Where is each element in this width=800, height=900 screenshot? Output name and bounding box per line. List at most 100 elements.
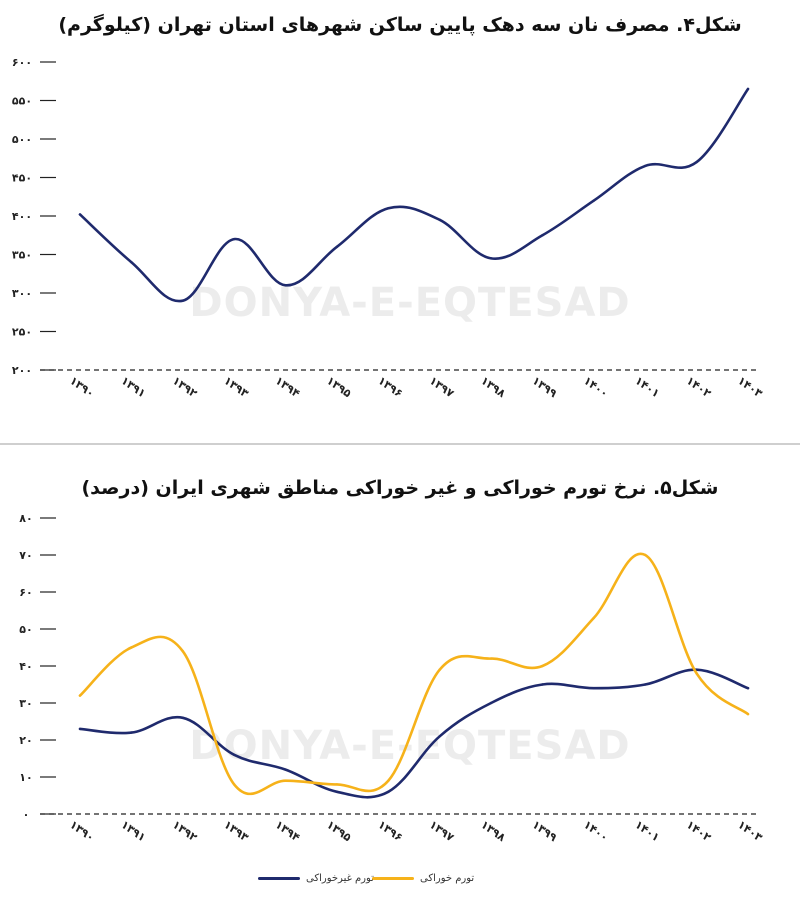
data-point bbox=[438, 218, 441, 222]
data-point bbox=[541, 683, 544, 686]
data-point bbox=[284, 284, 287, 287]
data-point bbox=[232, 783, 236, 786]
divider bbox=[0, 443, 800, 445]
data-point bbox=[746, 687, 750, 690]
x-tick-label: ۱۴۰۱ bbox=[633, 818, 662, 844]
x-tick-label: ۱۴۰۱ bbox=[633, 374, 662, 400]
series-line-0 bbox=[78, 87, 750, 303]
x-tick-label: ۱۴۰۳ bbox=[735, 374, 765, 400]
x-tick-label: ۱۳۹۱ bbox=[119, 818, 148, 844]
data-point bbox=[644, 683, 647, 686]
y-tick-label: ۵۰۰ bbox=[12, 133, 32, 146]
data-point bbox=[78, 213, 82, 216]
x-tick-label: ۱۳۹۹ bbox=[530, 818, 560, 844]
y-tick-label: ۵۵۰ bbox=[12, 95, 32, 108]
x-tick-label: ۱۳۹۸ bbox=[478, 374, 508, 400]
series-line-1 bbox=[78, 552, 750, 796]
data-point bbox=[181, 299, 184, 302]
series-line-0 bbox=[78, 668, 750, 799]
legend-swatch bbox=[258, 877, 300, 880]
data-point bbox=[130, 731, 133, 734]
data-point bbox=[130, 261, 133, 264]
x-tick-label: ۱۴۰۲ bbox=[684, 374, 714, 400]
data-point bbox=[284, 768, 287, 771]
y-tick-label: ۱۰ bbox=[19, 771, 32, 784]
legend-label: تورم غیرخوراکی bbox=[306, 873, 374, 884]
data-point bbox=[644, 164, 647, 168]
y-tick-label: ۲۰۰ bbox=[12, 364, 32, 377]
data-point bbox=[181, 716, 184, 719]
data-point bbox=[541, 664, 544, 668]
y-tick-label: ۲۵۰ bbox=[12, 326, 32, 339]
data-point bbox=[489, 657, 493, 660]
data-point bbox=[695, 672, 698, 675]
y-tick-label: ۶۰۰ bbox=[12, 56, 32, 69]
y-tick-label: ۵۰ bbox=[19, 623, 32, 636]
x-tick-label: ۱۳۹۷ bbox=[427, 818, 457, 844]
chart-title: شکل۴. مصرف نان سه دهک پایین ساکن شهرهای … bbox=[58, 14, 742, 36]
data-point bbox=[489, 257, 493, 260]
inflation-chart: DONYA-E-EQTESAD شکل۵. نرخ تورم خوراکی و … bbox=[0, 455, 800, 900]
data-point bbox=[181, 650, 184, 653]
data-point bbox=[644, 553, 647, 557]
y-tick-label: ۶۰ bbox=[19, 586, 32, 599]
x-tick-label: ۱۳۹۵ bbox=[324, 818, 354, 844]
data-point bbox=[387, 207, 390, 210]
x-tick-label: ۱۳۹۳ bbox=[221, 818, 251, 844]
data-point bbox=[335, 783, 339, 786]
data-point bbox=[695, 160, 698, 164]
x-tick-label: ۱۳۹۰ bbox=[67, 374, 96, 400]
data-point bbox=[335, 790, 339, 793]
chart-plot-area: ۰ ۱۰ ۲۰ ۳۰ ۴۰ ۵۰ ۶۰ ۷۰ ۸۰ ۱۳۹۰ ۱۳۹۱ ۱۳۹۲ ۱۳۹۳ ۱۳۹۴ ۱۳۹… bbox=[19, 512, 765, 844]
data-point bbox=[592, 199, 596, 202]
legend: تورم غیرخوراکی تورم خوراکی bbox=[0, 873, 800, 893]
legend-swatch bbox=[372, 877, 414, 880]
chart-title: شکل۵. نرخ تورم خوراکی و غیر خوراکی مناطق… bbox=[81, 477, 719, 499]
x-tick-label: ۱۳۹۳ bbox=[221, 374, 251, 400]
data-point bbox=[335, 245, 339, 248]
data-point bbox=[746, 87, 750, 91]
data-point bbox=[284, 779, 287, 782]
y-tick-label: ۴۰۰ bbox=[12, 210, 32, 223]
x-tick-label: ۱۴۰۳ bbox=[735, 818, 765, 844]
x-tick-label: ۱۳۹۴ bbox=[273, 818, 303, 844]
data-point bbox=[746, 712, 750, 716]
data-point bbox=[78, 694, 82, 697]
y-tick-label: ۴۰ bbox=[19, 660, 32, 673]
data-point bbox=[438, 735, 441, 738]
x-tick-label: ۱۳۹۷ bbox=[427, 374, 457, 400]
x-tick-label: ۱۳۹۹ bbox=[530, 374, 560, 400]
legend-item-food: تورم خوراکی bbox=[372, 873, 474, 884]
x-tick-label: ۱۴۰۰ bbox=[581, 374, 610, 400]
data-point bbox=[232, 237, 236, 241]
chart-plot-area: ۲۰۰ ۲۵۰ ۳۰۰ ۳۵۰ ۴۰۰ ۴۵۰ ۵۰۰ ۵۵۰ ۶۰۰ ۱۳۹۰ ۱۳۹۱ ۱۳۹۲ ۱… bbox=[12, 56, 765, 400]
bread-consumption-chart: DONYA-E-EQTESAD شکل۴. مصرف نان سه دهک پا… bbox=[0, 0, 800, 435]
x-tick-label: ۱۳۹۲ bbox=[170, 374, 200, 400]
y-tick-label: ۲۰ bbox=[19, 734, 32, 747]
x-tick-label: ۱۳۹۱ bbox=[119, 374, 148, 400]
data-point bbox=[387, 790, 390, 793]
legend-item-nonfood: تورم غیرخوراکی bbox=[258, 873, 374, 884]
x-tick-label: ۱۳۹۴ bbox=[273, 374, 303, 400]
x-tick-label: ۱۳۹۶ bbox=[376, 818, 405, 844]
data-point bbox=[592, 687, 596, 690]
y-tick-label: ۳۵۰ bbox=[12, 249, 32, 262]
data-point bbox=[232, 753, 236, 756]
legend-label: تورم خوراکی bbox=[420, 873, 475, 884]
y-tick-label: ۸۰ bbox=[19, 512, 32, 525]
x-tick-label: ۱۳۹۰ bbox=[67, 818, 96, 844]
x-tick-label: ۱۳۹۲ bbox=[170, 818, 200, 844]
data-point bbox=[541, 234, 544, 237]
x-tick-label: ۱۴۰۲ bbox=[684, 818, 714, 844]
data-point bbox=[592, 616, 596, 620]
x-tick-label: ۱۳۹۵ bbox=[324, 374, 354, 400]
y-tick-label: ۳۰ bbox=[19, 697, 32, 710]
data-point bbox=[387, 779, 390, 782]
x-tick-label: ۱۴۰۰ bbox=[581, 818, 610, 844]
y-tick-label: ۷۰ bbox=[19, 549, 32, 562]
data-point bbox=[438, 668, 441, 671]
y-tick-label: ۳۰۰ bbox=[12, 287, 32, 300]
x-tick-label: ۱۳۹۸ bbox=[478, 818, 508, 844]
x-tick-label: ۱۳۹۶ bbox=[376, 374, 405, 400]
data-point bbox=[130, 646, 133, 649]
